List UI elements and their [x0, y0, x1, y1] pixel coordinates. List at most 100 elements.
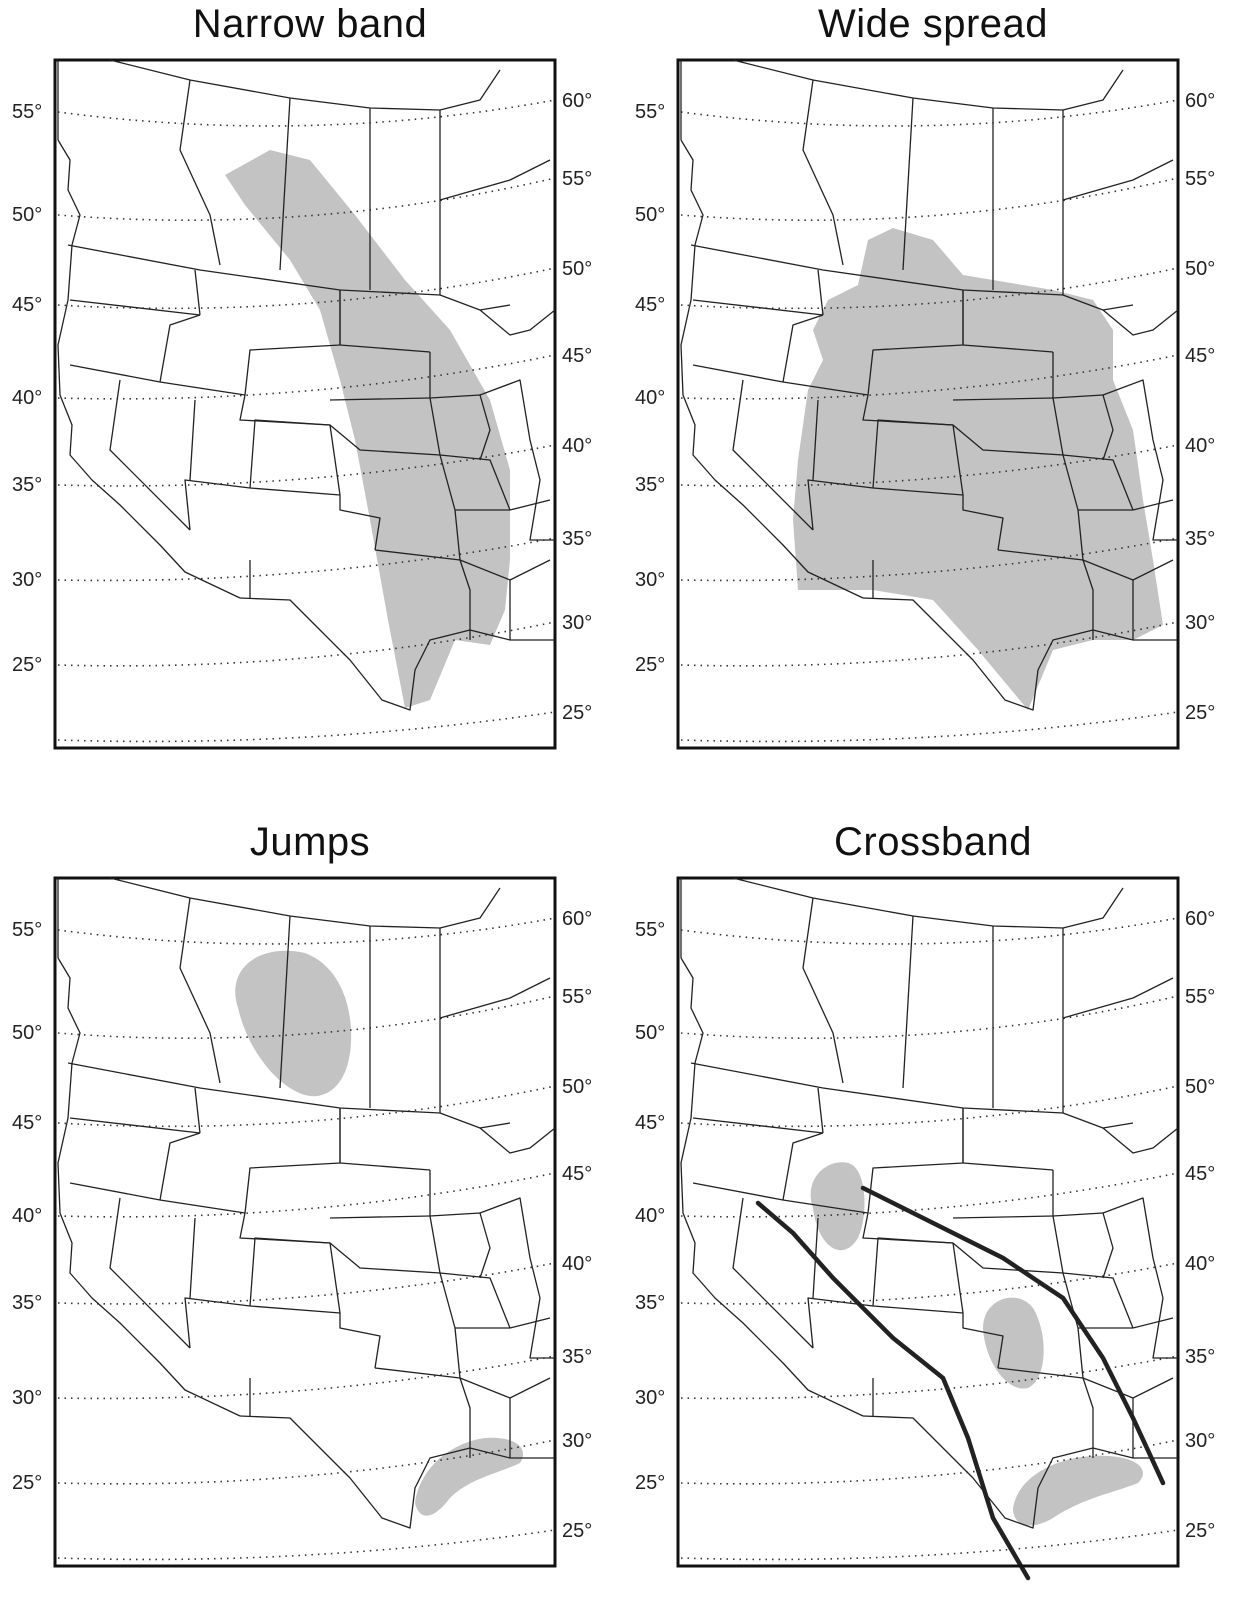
state-border — [872, 1237, 964, 1314]
latitude-line — [680, 711, 1179, 743]
state-border — [812, 399, 819, 481]
state-border — [159, 1199, 246, 1214]
panel-crossband: Crossband 55° 50° 45° 40° 35° 30° 25° 60° 55° 50°… — [633, 818, 1233, 1608]
state-border — [249, 419, 341, 496]
state-border — [802, 897, 844, 1084]
latitude-line — [57, 917, 556, 945]
latitude-label-right: 45° — [562, 345, 592, 367]
shaded-region-narrow-band — [225, 150, 510, 708]
latitude-label-left: 35° — [12, 1292, 42, 1314]
state-border — [184, 1297, 341, 1349]
political-borders — [680, 877, 1179, 1529]
state-border — [732, 379, 814, 531]
state-border — [279, 97, 291, 271]
state-border — [439, 1272, 511, 1329]
state-border — [479, 379, 555, 541]
latitude-label-left: 45° — [635, 294, 665, 316]
latitude-label-left: 55° — [12, 919, 42, 941]
state-border — [109, 1197, 191, 1349]
state-border — [159, 314, 201, 383]
latitude-label-right: 55° — [562, 986, 592, 1008]
state-border — [862, 1212, 954, 1244]
latitude-label-right: 35° — [562, 528, 592, 550]
map-frame — [676, 876, 1180, 1568]
state-border — [339, 495, 381, 551]
latitude-line — [57, 1529, 556, 1561]
latitude-label-left: 50° — [12, 1022, 42, 1044]
coastline — [862, 1415, 1178, 1529]
coastline — [680, 139, 864, 599]
latitude-label-left: 40° — [635, 387, 665, 409]
state-border — [194, 269, 201, 316]
latitude-line — [57, 711, 556, 743]
panel-title: Jumps — [249, 820, 371, 864]
coastline — [479, 309, 556, 336]
latitude-line — [680, 1085, 1179, 1128]
latitude-line — [680, 1262, 1179, 1305]
state-border — [1052, 1212, 1114, 1279]
latitude-label-right: 60° — [1185, 908, 1215, 930]
latitude-label-left: 35° — [635, 1292, 665, 1314]
state-border — [952, 1215, 1054, 1219]
latitude-label-left: 45° — [12, 1112, 42, 1134]
state-border — [179, 897, 221, 1084]
state-border — [1062, 454, 1134, 511]
state-border — [329, 1215, 431, 1219]
latitude-label-left: 50° — [635, 1022, 665, 1044]
latitude-label-right: 50° — [562, 1076, 592, 1098]
political-borders — [680, 59, 1179, 711]
latitude-label-right: 30° — [562, 612, 592, 634]
latitude-lines — [680, 917, 1179, 1561]
state-border — [782, 1132, 824, 1201]
latitude-lines — [57, 99, 556, 743]
state-border — [109, 379, 191, 531]
state-border — [439, 454, 511, 511]
latitude-label-right: 40° — [562, 1253, 592, 1275]
state-border — [69, 364, 161, 383]
latitude-label-left: 40° — [12, 1205, 42, 1227]
panel-title: Narrow band — [192, 2, 428, 46]
latitude-line — [680, 99, 1179, 127]
state-border — [692, 1182, 784, 1201]
state-border — [509, 1317, 551, 1329]
state-border — [509, 559, 551, 581]
latitude-line — [680, 917, 1179, 945]
state-border — [329, 397, 431, 401]
shaded-region-jump-gulf — [415, 1437, 524, 1516]
latitude-lines — [680, 99, 1179, 743]
state-border — [239, 1212, 331, 1244]
state-border — [189, 399, 196, 481]
political-borders — [57, 59, 556, 711]
state-border — [1132, 499, 1174, 511]
panel-title: Crossband — [834, 820, 1032, 864]
latitude-line — [680, 1529, 1179, 1561]
map-crossband: 55° 50° 45° 40° 35° 30° 25° 60° 55° 50° 45° 40° 35° 3… — [635, 876, 1215, 1581]
state-border — [1062, 159, 1174, 201]
latitude-label-right: 50° — [562, 258, 592, 280]
state-border — [952, 424, 1064, 456]
state-border — [1062, 977, 1174, 1019]
latitude-label-left: 30° — [635, 1387, 665, 1409]
coastline — [1102, 309, 1179, 336]
latitude-label-right: 30° — [1185, 1430, 1215, 1452]
latitude-label-left: 40° — [635, 1205, 665, 1227]
shaded-region-cross-central — [983, 1297, 1044, 1389]
panel-narrow-band: Narrow band 55° 50° 45° 40° 35° 30° 25° 60° 55° 5… — [10, 0, 610, 790]
state-border — [1132, 559, 1174, 581]
state-border — [732, 1197, 814, 1349]
state-border — [329, 1242, 441, 1274]
latitude-label-left: 50° — [635, 204, 665, 226]
latitude-label-right: 60° — [562, 908, 592, 930]
latitude-label-left: 30° — [635, 569, 665, 591]
latitude-label-right: 60° — [562, 90, 592, 112]
latitude-lines — [57, 917, 556, 1561]
latitude-label-left: 55° — [635, 919, 665, 941]
state-border — [509, 499, 551, 511]
state-border — [817, 1087, 824, 1134]
state-border — [692, 364, 784, 383]
latitude-label-left: 25° — [635, 1472, 665, 1494]
latitude-label-right: 40° — [562, 435, 592, 457]
state-border — [479, 1197, 555, 1359]
panel-jumps: Jumps 55° 50° 45° 40° 35° 30° 25° 60° 55° 50° 45° 4… — [10, 818, 610, 1608]
coastline — [680, 957, 864, 1417]
